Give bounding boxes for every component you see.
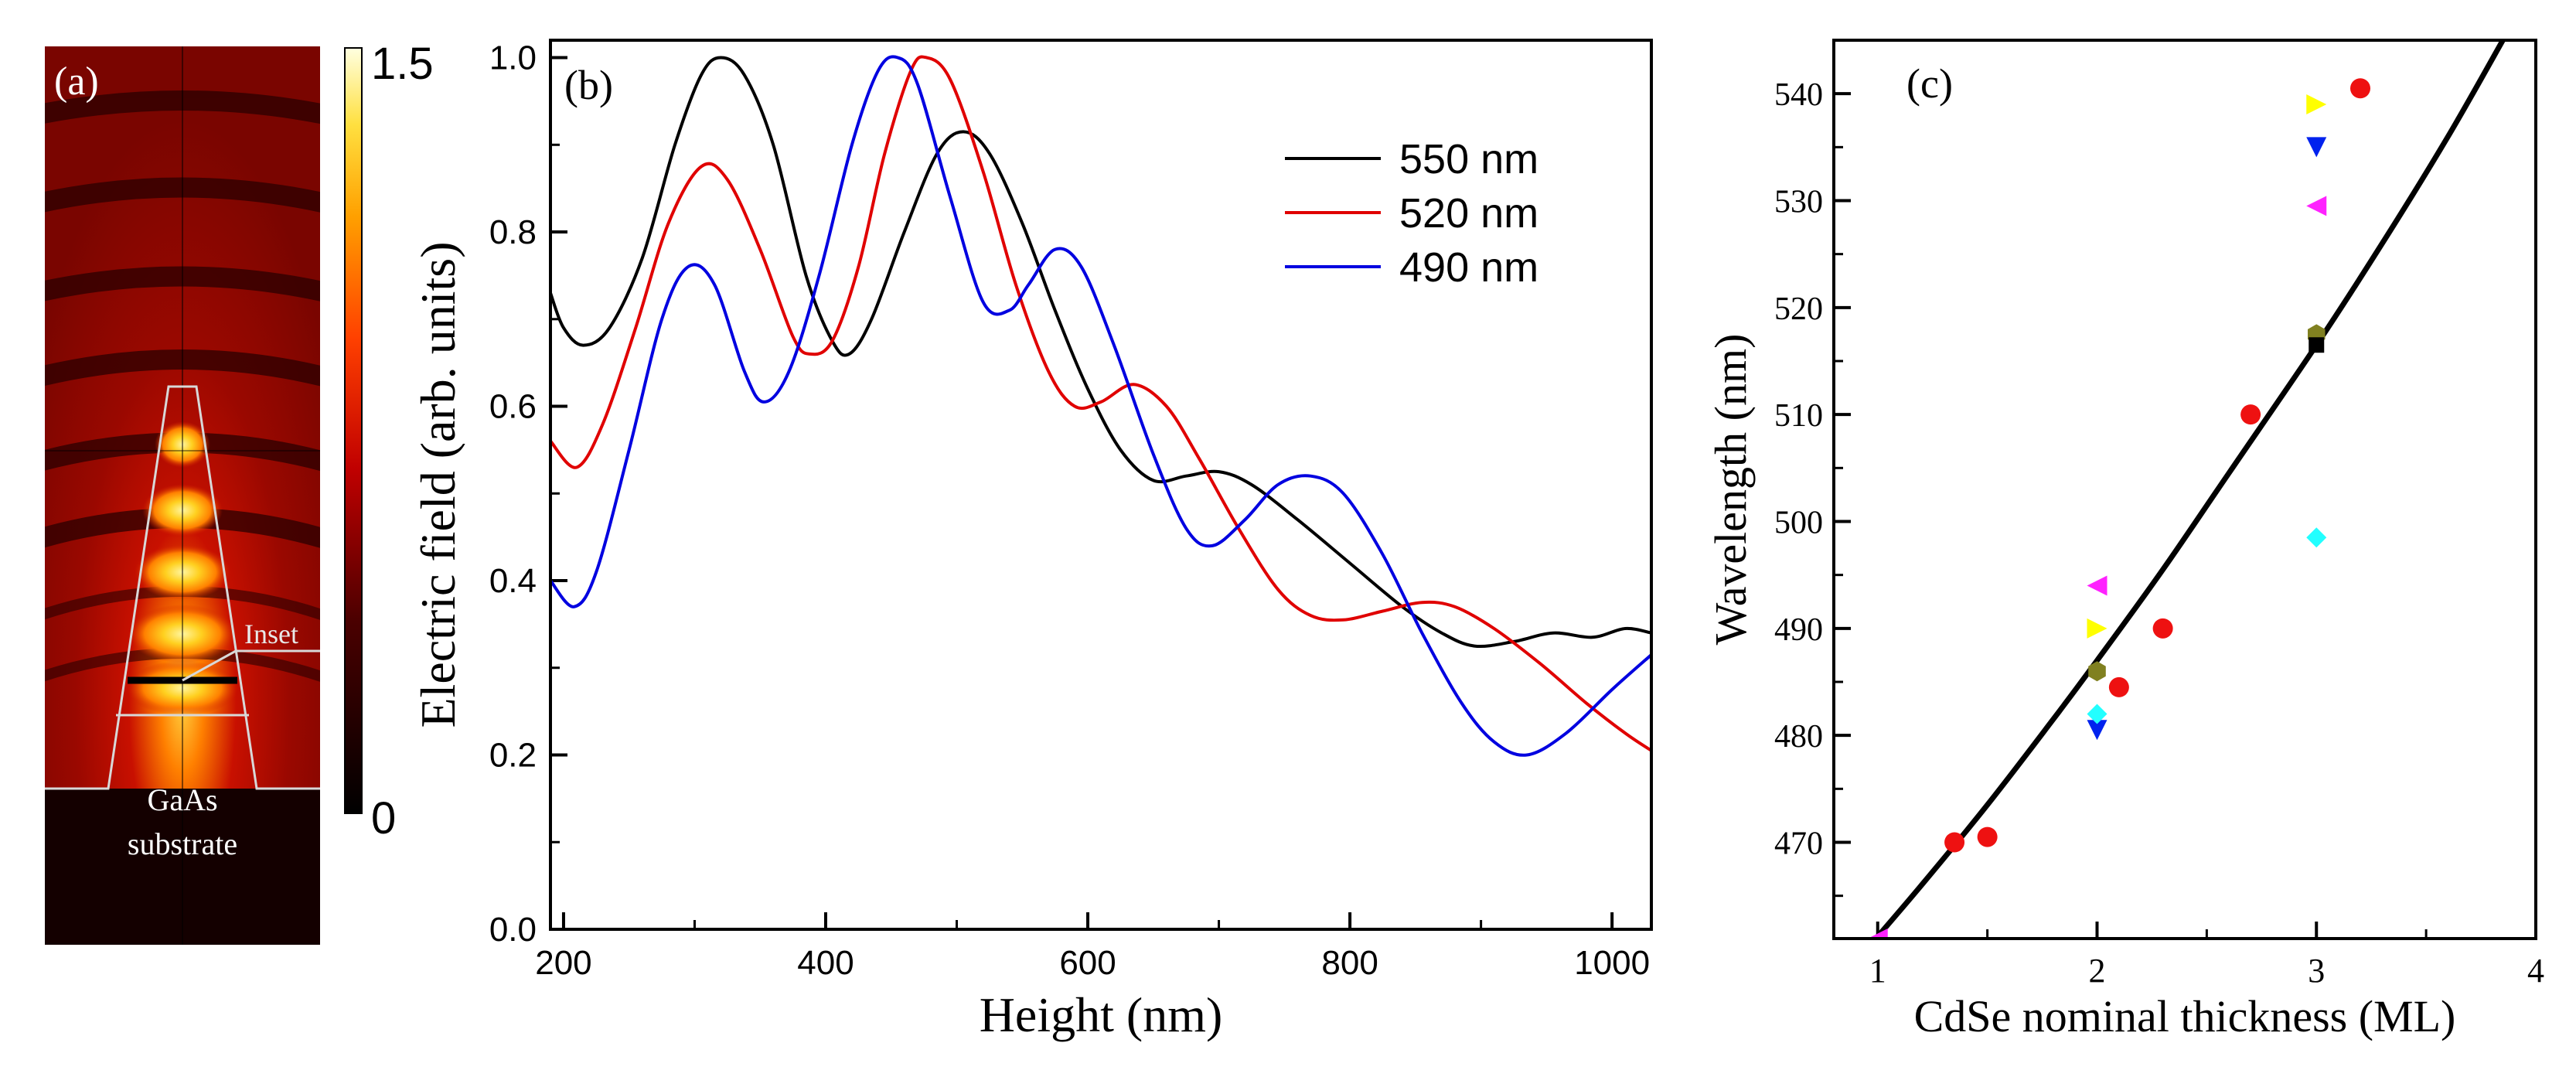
nanowire-outline (45, 385, 320, 790)
y-tick-label: 520 (1774, 291, 1823, 327)
data-point-tri-left (2087, 575, 2107, 596)
series-line-490-nm (550, 55, 1651, 757)
series-line-520-nm (550, 55, 1651, 752)
data-point-tri-right (2306, 94, 2327, 114)
y-tick-label: 470 (1774, 826, 1823, 862)
data-point-circle (2152, 618, 2173, 639)
data-point-tri-left (1867, 929, 1888, 939)
y-tick-label: 540 (1774, 77, 1823, 113)
panel-c-xlabel: CdSe nominal thickness (ML) (1914, 991, 2456, 1041)
panel-b-ylabel: Electric field (arb. units) (411, 241, 465, 728)
field-heatmap (45, 46, 320, 945)
data-point-circle (1944, 832, 1965, 853)
x-tick-label: 4 (2527, 952, 2544, 990)
panel-c-ticks: 1 2 3 4 470 480 490 500 510 520 530 540 (1774, 39, 2544, 990)
y-tick-label: 0.2 (489, 737, 537, 775)
y-tick-label: 480 (1774, 719, 1823, 755)
series-line-550-nm (550, 56, 1651, 649)
x-tick-label: 800 (1321, 944, 1378, 982)
panel-c-plot-area (1867, 40, 2506, 939)
panel-c-ylabel: Wavelength (nm) (1705, 334, 1756, 646)
data-point-tri-right (2087, 618, 2107, 639)
data-point-tri-left (2306, 196, 2327, 216)
panel-b-ticks: 200 400 600 800 1000 0.0 0.2 0.4 0.6 0.8 1.0 (489, 39, 1650, 982)
panel-c-scatter-chart: 1 2 3 4 470 480 490 500 510 520 530 540 (c) CdSe no… (1705, 39, 2544, 1041)
x-tick-label: 2 (2089, 952, 2106, 990)
panel-a-field-map: (a) Inset GaAs substrate 1.5 0 (45, 39, 434, 945)
legend-label-550: 550 nm (1399, 136, 1538, 182)
data-point-tri-down (2306, 137, 2327, 158)
panel-b-frame (549, 39, 1653, 931)
data-point-hexagon (2088, 661, 2106, 682)
panel-b-legend: 550 nm 520 nm 490 nm (1285, 136, 1538, 291)
substrate-label-line1: GaAs (147, 782, 217, 817)
y-tick-label: 510 (1774, 398, 1823, 434)
y-tick-label: 530 (1774, 185, 1823, 220)
y-tick-label: 0.4 (489, 562, 537, 600)
x-tick-label: 1000 (1574, 944, 1650, 982)
x-tick-label: 200 (535, 944, 591, 982)
y-tick-label: 490 (1774, 612, 1823, 648)
y-tick-label: 1.0 (489, 39, 537, 77)
data-point-circle (2108, 676, 2129, 697)
panel-b-xlabel: Height (nm) (980, 987, 1223, 1042)
fit-curve (1872, 40, 2506, 939)
x-tick-label: 1 (1869, 952, 1886, 990)
colorbar-max-label: 1.5 (371, 39, 434, 89)
colorbar-min-label: 0 (371, 793, 396, 843)
panel-b-line-chart: 200 400 600 800 1000 0.0 0.2 0.4 0.6 0.8 1.0 (b) H… (411, 39, 1653, 1042)
y-tick-label: 0.6 (489, 388, 537, 426)
panel-c-frame (1832, 39, 2537, 940)
data-point-diamond (2087, 704, 2107, 724)
inset-leader-line (182, 649, 237, 682)
data-point-tri-down (2087, 720, 2107, 741)
panel-c-label: (c) (1906, 60, 1953, 107)
panel-a-label: (a) (54, 60, 99, 104)
x-tick-label: 3 (2308, 952, 2325, 990)
y-tick-label: 500 (1774, 506, 1823, 541)
panel-b-series (550, 55, 1651, 757)
x-tick-label: 400 (797, 944, 854, 982)
data-point-diamond (2306, 527, 2327, 548)
panel-b-label: (b) (564, 62, 613, 108)
y-tick-label: 0.0 (489, 911, 537, 949)
substrate-label-line2: substrate (128, 826, 237, 861)
legend-label-490: 490 nm (1399, 244, 1538, 291)
data-point-circle (1977, 826, 1998, 847)
inset-label: Inset (244, 618, 298, 649)
data-point-circle (2350, 78, 2370, 99)
y-tick-label: 0.8 (489, 213, 537, 251)
colorbar (344, 47, 363, 814)
legend-label-520: 520 nm (1399, 190, 1538, 237)
data-point-square (2309, 337, 2325, 353)
x-tick-label: 600 (1059, 944, 1116, 982)
data-point-circle (2240, 404, 2261, 425)
